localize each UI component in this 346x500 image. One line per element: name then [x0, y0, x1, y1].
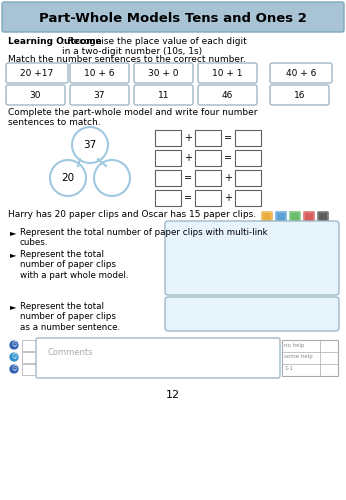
FancyBboxPatch shape [165, 221, 339, 295]
Text: =: = [224, 133, 232, 143]
Circle shape [9, 340, 19, 350]
FancyBboxPatch shape [155, 190, 181, 206]
Text: +: + [224, 193, 232, 203]
Text: =: = [224, 153, 232, 163]
Text: ☺: ☺ [11, 342, 17, 348]
FancyBboxPatch shape [235, 130, 261, 146]
Text: Complete the part-whole model and write four number
sentences to match.: Complete the part-whole model and write … [8, 108, 257, 128]
FancyBboxPatch shape [317, 211, 329, 225]
FancyBboxPatch shape [22, 364, 36, 375]
FancyBboxPatch shape [195, 150, 221, 166]
Text: : Recognise the place value of each digit
in a two-digit number (10s, 1s): : Recognise the place value of each digi… [62, 37, 247, 56]
Circle shape [9, 364, 19, 374]
Text: 30: 30 [30, 90, 41, 100]
FancyBboxPatch shape [235, 150, 261, 166]
Text: 37: 37 [83, 140, 97, 150]
Text: +: + [184, 133, 192, 143]
FancyBboxPatch shape [195, 130, 221, 146]
Text: =: = [184, 193, 192, 203]
FancyBboxPatch shape [2, 2, 344, 32]
Text: ►: ► [10, 250, 17, 259]
Text: 46: 46 [222, 90, 233, 100]
FancyBboxPatch shape [155, 170, 181, 186]
FancyBboxPatch shape [134, 85, 193, 105]
FancyBboxPatch shape [155, 150, 181, 166]
FancyBboxPatch shape [134, 63, 193, 83]
Text: Represent the total number of paper clips with multi-link
cubes.: Represent the total number of paper clip… [20, 228, 267, 248]
Text: +: + [184, 153, 192, 163]
Text: 10 + 1: 10 + 1 [212, 68, 243, 78]
FancyBboxPatch shape [195, 170, 221, 186]
Text: ☺: ☺ [11, 354, 17, 360]
Text: ►: ► [10, 228, 17, 237]
Text: 40 + 6: 40 + 6 [286, 68, 316, 78]
FancyBboxPatch shape [289, 211, 301, 225]
Text: 12: 12 [166, 390, 180, 400]
FancyBboxPatch shape [195, 190, 221, 206]
FancyBboxPatch shape [270, 85, 329, 105]
FancyBboxPatch shape [6, 63, 68, 83]
Text: ☺: ☺ [11, 366, 17, 372]
Text: 20 +17: 20 +17 [20, 68, 54, 78]
Text: 30 + 0: 30 + 0 [148, 68, 179, 78]
Text: Match the number sentences to the correct number.: Match the number sentences to the correc… [8, 55, 246, 64]
Text: 16: 16 [294, 90, 305, 100]
FancyBboxPatch shape [155, 130, 181, 146]
Text: ►: ► [10, 302, 17, 311]
FancyBboxPatch shape [275, 211, 287, 225]
Text: Harry has 20 paper clips and Oscar has 15 paper clips.: Harry has 20 paper clips and Oscar has 1… [8, 210, 256, 219]
Text: Represent the total
number of paper clips
as a number sentence.: Represent the total number of paper clip… [20, 302, 120, 332]
FancyBboxPatch shape [261, 211, 273, 225]
Text: =: = [184, 173, 192, 183]
Text: some help: some help [284, 354, 313, 359]
Text: 11: 11 [158, 90, 169, 100]
Text: Learning Outcome: Learning Outcome [8, 37, 102, 46]
Text: Represent the total
number of paper clips
with a part whole model.: Represent the total number of paper clip… [20, 250, 128, 280]
FancyBboxPatch shape [6, 85, 65, 105]
FancyBboxPatch shape [235, 170, 261, 186]
Text: 10 + 6: 10 + 6 [84, 68, 115, 78]
FancyBboxPatch shape [282, 340, 338, 376]
FancyBboxPatch shape [36, 338, 280, 378]
FancyBboxPatch shape [70, 85, 129, 105]
Text: 37: 37 [94, 90, 105, 100]
Text: Part-Whole Models Tens and Ones 2: Part-Whole Models Tens and Ones 2 [39, 12, 307, 24]
Text: no help: no help [284, 343, 304, 348]
Text: Comments: Comments [48, 348, 93, 357]
FancyBboxPatch shape [22, 340, 36, 351]
FancyBboxPatch shape [165, 297, 339, 331]
Text: 1-1: 1-1 [284, 366, 293, 371]
FancyBboxPatch shape [22, 352, 36, 363]
FancyBboxPatch shape [270, 63, 332, 83]
FancyBboxPatch shape [235, 190, 261, 206]
Circle shape [9, 352, 19, 362]
FancyBboxPatch shape [198, 85, 257, 105]
Text: 20: 20 [62, 173, 74, 183]
Text: +: + [224, 173, 232, 183]
FancyBboxPatch shape [70, 63, 129, 83]
FancyBboxPatch shape [303, 211, 315, 225]
FancyBboxPatch shape [198, 63, 257, 83]
